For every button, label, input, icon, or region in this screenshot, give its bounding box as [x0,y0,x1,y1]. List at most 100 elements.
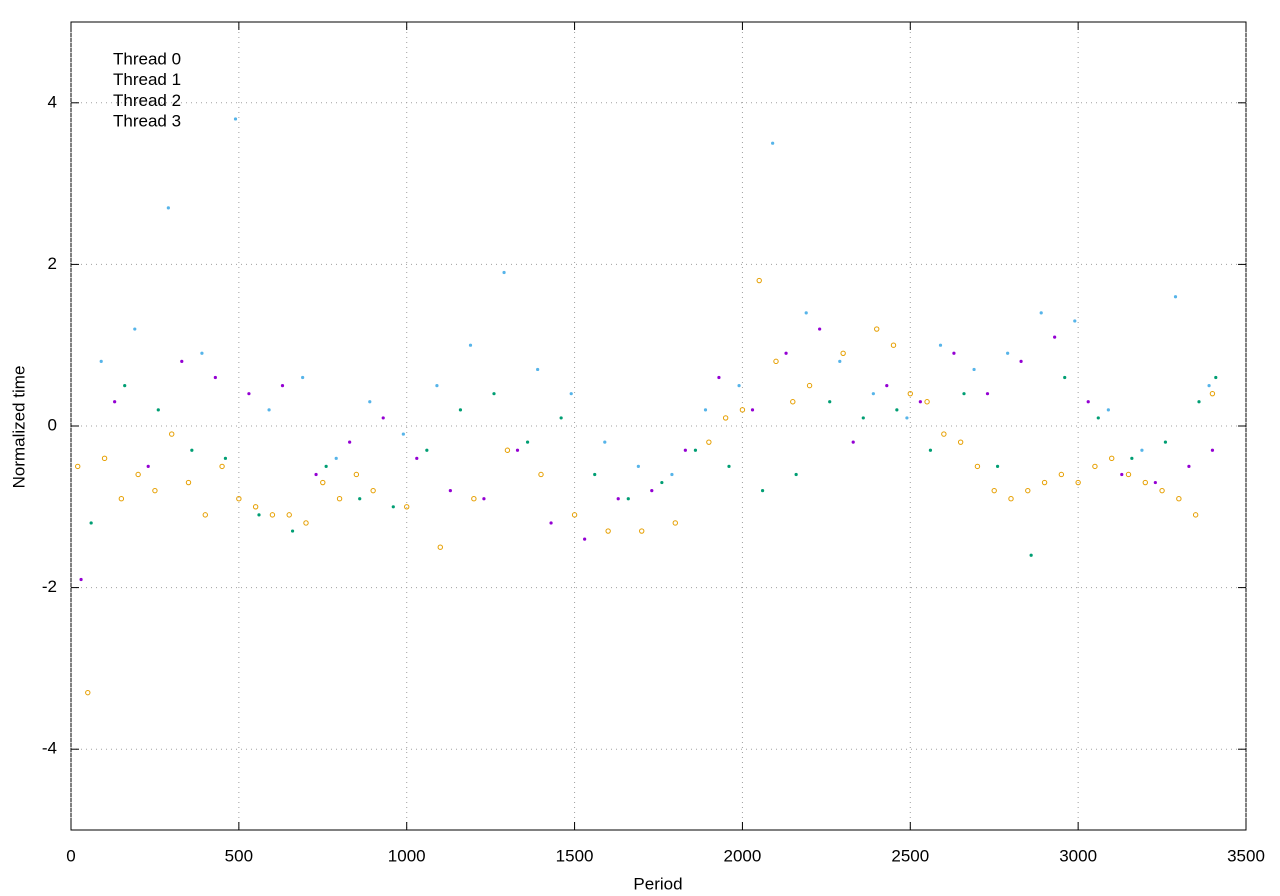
data-point [1039,311,1043,315]
data-point [85,689,91,696]
data-point [1192,512,1199,518]
legend-label: Thread 0 [113,49,181,68]
data-point [290,529,295,533]
data-point [99,359,103,363]
data-point [381,416,385,420]
data-point [320,479,326,486]
data-point [415,456,419,460]
data-point [113,400,117,404]
data-point [135,471,141,478]
legend-label: Thread 1 [113,70,181,89]
data-point [1120,472,1124,477]
data-point [784,351,788,355]
data-point [703,408,708,412]
data-point [1058,471,1065,478]
data-point [941,431,947,437]
data-point [448,489,452,493]
data-point [1109,455,1115,462]
data-point [583,537,587,541]
data-point [370,487,376,494]
data-point [247,392,251,396]
y-tick-label: -2 [42,577,57,596]
data-point [152,487,158,494]
data-point [1092,463,1098,470]
data-point [972,367,976,372]
data-point [515,448,520,452]
data-point [1197,400,1201,404]
data-point [874,326,880,332]
data-point [957,439,964,445]
y-tick-label: 0 [48,415,57,434]
data-point [401,432,405,436]
data-point [605,528,611,534]
data-point [504,447,511,453]
legend-label: Thread 3 [113,112,181,131]
data-point [166,206,170,210]
data-point [603,440,607,444]
data-point [828,400,832,404]
data-point [123,384,127,388]
data-point [706,439,712,445]
data-point [471,496,477,502]
data-point [133,327,137,331]
data-point [1075,479,1081,486]
x-tick-label: 2000 [724,846,762,865]
data-point [717,375,721,380]
data-point [368,400,372,404]
data-point [549,521,553,525]
data-point [75,463,81,470]
data-point [838,359,842,363]
data-point [1214,375,1218,380]
data-point [756,277,762,284]
data-point [593,472,597,477]
data-point [890,342,897,348]
data-point [840,350,846,356]
data-point [280,384,285,388]
data-point [180,359,184,363]
data-point [233,117,238,121]
data-point [1096,416,1100,420]
data-point [267,408,271,412]
data-point [818,327,822,331]
x-tick-label: 0 [66,846,75,865]
data-point [435,384,439,388]
data-point [636,464,640,468]
data-point [219,463,225,470]
data-point [1159,487,1165,494]
data-point [683,448,687,452]
data-point [727,464,731,468]
data-point [1209,390,1216,397]
data-point [1163,440,1168,444]
data-point [1029,553,1033,557]
data-point [169,431,175,437]
data-point [571,512,578,518]
x-tick-label: 2500 [891,846,929,865]
data-point [1176,496,1182,502]
data-point [924,399,930,405]
x-axis-label: Period [633,874,682,893]
data-point [790,399,796,405]
data-point [200,351,204,355]
data-point [425,448,429,452]
x-tick-label: 3500 [1227,846,1265,865]
data-point [1142,479,1148,486]
data-point [1153,480,1157,485]
data-point [670,472,674,477]
data-point [1086,400,1090,404]
data-point [660,480,664,485]
data-point [334,456,338,460]
data-point [404,504,410,510]
data-point [739,407,746,413]
data-point [1019,359,1023,363]
data-point [1008,496,1014,502]
data-point [236,496,242,502]
data-point [1053,335,1057,339]
data-point [991,487,997,494]
data-point [437,544,443,550]
data-point [773,358,779,365]
data-point [616,497,620,501]
data-point [974,463,981,470]
data-point [185,479,192,486]
y-axis-label: Normalized time [9,366,28,489]
data-point [750,408,755,412]
